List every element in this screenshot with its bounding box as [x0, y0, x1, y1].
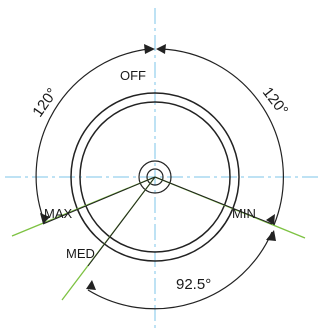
label-off: OFF: [120, 68, 146, 83]
leader-min: [154, 176, 273, 225]
arrowhead-med: [86, 280, 96, 290]
knob-inner-ring: [79, 101, 231, 253]
leader-max: [42, 176, 156, 225]
dimension-arc-left-120: [35, 48, 150, 224]
angle-label-bottom: 92.5°: [176, 276, 211, 293]
label-med: MED: [66, 246, 95, 261]
dimension-arc-bottom-92-5: [87, 231, 273, 310]
angle-label-right: 120°: [259, 84, 292, 119]
knob-shaft-outer: [138, 160, 172, 194]
arrowhead-min-lower: [266, 230, 276, 241]
arrowhead-max: [40, 213, 50, 224]
knob-outer-ring: [70, 92, 240, 262]
dimension-arc-right-120: [160, 48, 284, 226]
leader-med: [87, 176, 156, 267]
arrowhead-top-left: [144, 44, 155, 54]
label-max: MAX: [44, 206, 73, 221]
arrowhead-min: [266, 214, 275, 225]
knob-shaft-inner: [146, 168, 164, 186]
arrowhead-top-right: [156, 44, 166, 54]
angle-label-left: 120°: [29, 85, 61, 120]
label-min: MIN: [232, 206, 256, 221]
